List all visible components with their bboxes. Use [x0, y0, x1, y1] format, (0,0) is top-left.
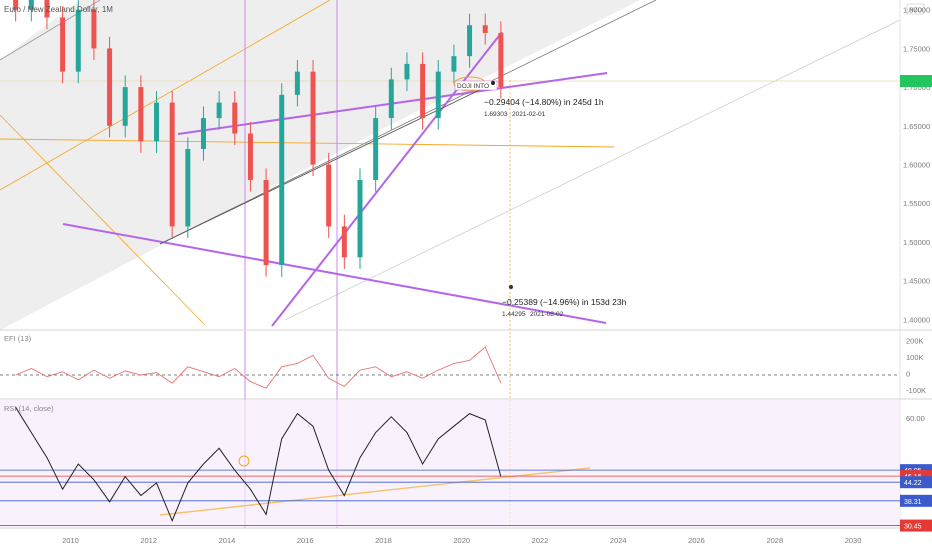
current-price-tag [900, 75, 932, 87]
efi-tick-label: -100K [906, 386, 926, 395]
scale-button[interactable] [906, 3, 925, 15]
measure1-price: 1.69303 [484, 111, 508, 118]
time-tick-label: 2010 [62, 536, 79, 545]
price-tick-label: 1.45000 [903, 277, 930, 286]
time-tick-label: 2026 [688, 536, 705, 545]
rsi-level-value: 44.22 [904, 480, 922, 487]
candle-body [451, 56, 457, 72]
time-tick-label: 2012 [140, 536, 157, 545]
candle-body [357, 179, 363, 258]
rsi-line [15, 407, 502, 523]
candle-body [420, 63, 426, 119]
efi-tick-label: 200K [906, 337, 924, 346]
candle-body [404, 63, 410, 80]
efi-ticks: 200K 100K 0 -100K [906, 337, 926, 395]
candle-body [467, 25, 473, 57]
rsi-band [0, 400, 900, 527]
candle-body [294, 71, 300, 95]
rsi-level-tag [900, 476, 932, 489]
efi-tick-label: 100K [906, 353, 924, 362]
price-scale-bg [900, 0, 932, 330]
price-tick-label: 1.60000 [903, 161, 930, 170]
candle-body [169, 102, 175, 227]
candle-body [200, 118, 206, 150]
rsi-level-tag [900, 519, 932, 532]
channel-grey-line [159, 0, 657, 245]
candle-body [498, 32, 504, 88]
measure2-price: 1.44295 [502, 311, 526, 318]
price-tick-label: 1.50000 [903, 238, 930, 247]
time-tick-label: 2024 [610, 536, 627, 545]
candle-body [138, 87, 144, 142]
price-tick-label: 1.55000 [903, 199, 930, 208]
candle-body [247, 133, 253, 180]
candle-body [107, 48, 113, 126]
candles-group [13, 0, 504, 277]
candle-body [154, 102, 160, 142]
candle-body [373, 118, 379, 180]
candle-body [279, 94, 285, 266]
price-tick-label: 1.80000 [903, 6, 930, 15]
candle-body [185, 149, 191, 227]
time-tick-label: 2030 [845, 536, 862, 545]
orange-horizontal-line [0, 138, 615, 148]
doji-label: DOJI INTO [457, 83, 489, 90]
candle-body [122, 87, 128, 126]
candle-body [388, 79, 394, 119]
time-tick-label: 2028 [766, 536, 783, 545]
orange-rising-line [0, 0, 331, 191]
rsi-level-tag [900, 494, 932, 507]
candle-body [44, 0, 50, 18]
target-dot [509, 285, 513, 289]
efi-tick-label: 0 [906, 369, 910, 378]
measure2-label: −0.25389 (−14.96%) in 153d 23h [502, 297, 627, 307]
doji-dot [491, 81, 495, 85]
rsi-tick-60: 60.00 [906, 414, 925, 423]
channel-shade [0, 0, 640, 330]
time-tick-label: 2016 [297, 536, 314, 545]
price-tick-label: 1.40000 [903, 315, 930, 324]
time-tick-label: 2018 [375, 536, 392, 545]
time-tick-label: 2014 [219, 536, 236, 545]
candle-body [13, 0, 19, 10]
price-tick-label: 1.75000 [903, 44, 930, 53]
candle-body [326, 164, 332, 227]
price-tick-label: 1.70000 [903, 83, 930, 92]
candle-body [28, 0, 34, 10]
channel-light-line [284, 19, 901, 321]
time-ticks: 2010 2012 2014 2016 2018 2020 2022 2024 2026 2028… [62, 536, 861, 545]
rsi-level-value: 38.31 [904, 499, 922, 506]
efi-label: EFI (13) [4, 334, 32, 343]
candle-body [341, 226, 347, 258]
price-ticks: 1.80000 1.75000 1.70000 1.65000 1.60000 1.550… [903, 6, 930, 325]
candle-body [482, 25, 488, 33]
candle-body [216, 102, 222, 119]
time-tick-label: 2020 [453, 536, 470, 545]
candle-body [435, 71, 441, 119]
trendline-base [159, 84, 491, 245]
efi-line [15, 346, 502, 389]
rsi-label: RSI (14, close) [4, 404, 54, 413]
orange-falling-line [0, 114, 206, 326]
time-tick-label: 2022 [532, 536, 549, 545]
chart-title: Euro / New Zealand Dollar, 1M [4, 5, 113, 14]
candle-body [263, 179, 269, 266]
rsi-marker [238, 455, 250, 467]
measure1-label: −0.29404 (−14.80%) in 245d 1h [484, 97, 604, 107]
trendline-resistance-low [62, 223, 607, 324]
channel-upper-line [0, 0, 101, 61]
candle-body [60, 17, 66, 72]
doji-label-box [454, 80, 498, 91]
price-tick-label: 1.65000 [903, 122, 930, 131]
rsi-level-value: 30.45 [904, 524, 922, 531]
candle-body [310, 71, 316, 165]
scale-button-label[interactable]: NZD [909, 7, 923, 14]
candle-body [75, 9, 81, 72]
measure2-date: 2021-08-02 [530, 311, 564, 318]
measure1-date: 2021-02-01 [512, 111, 546, 118]
candle-body [232, 102, 238, 134]
candle-body [91, 9, 97, 49]
